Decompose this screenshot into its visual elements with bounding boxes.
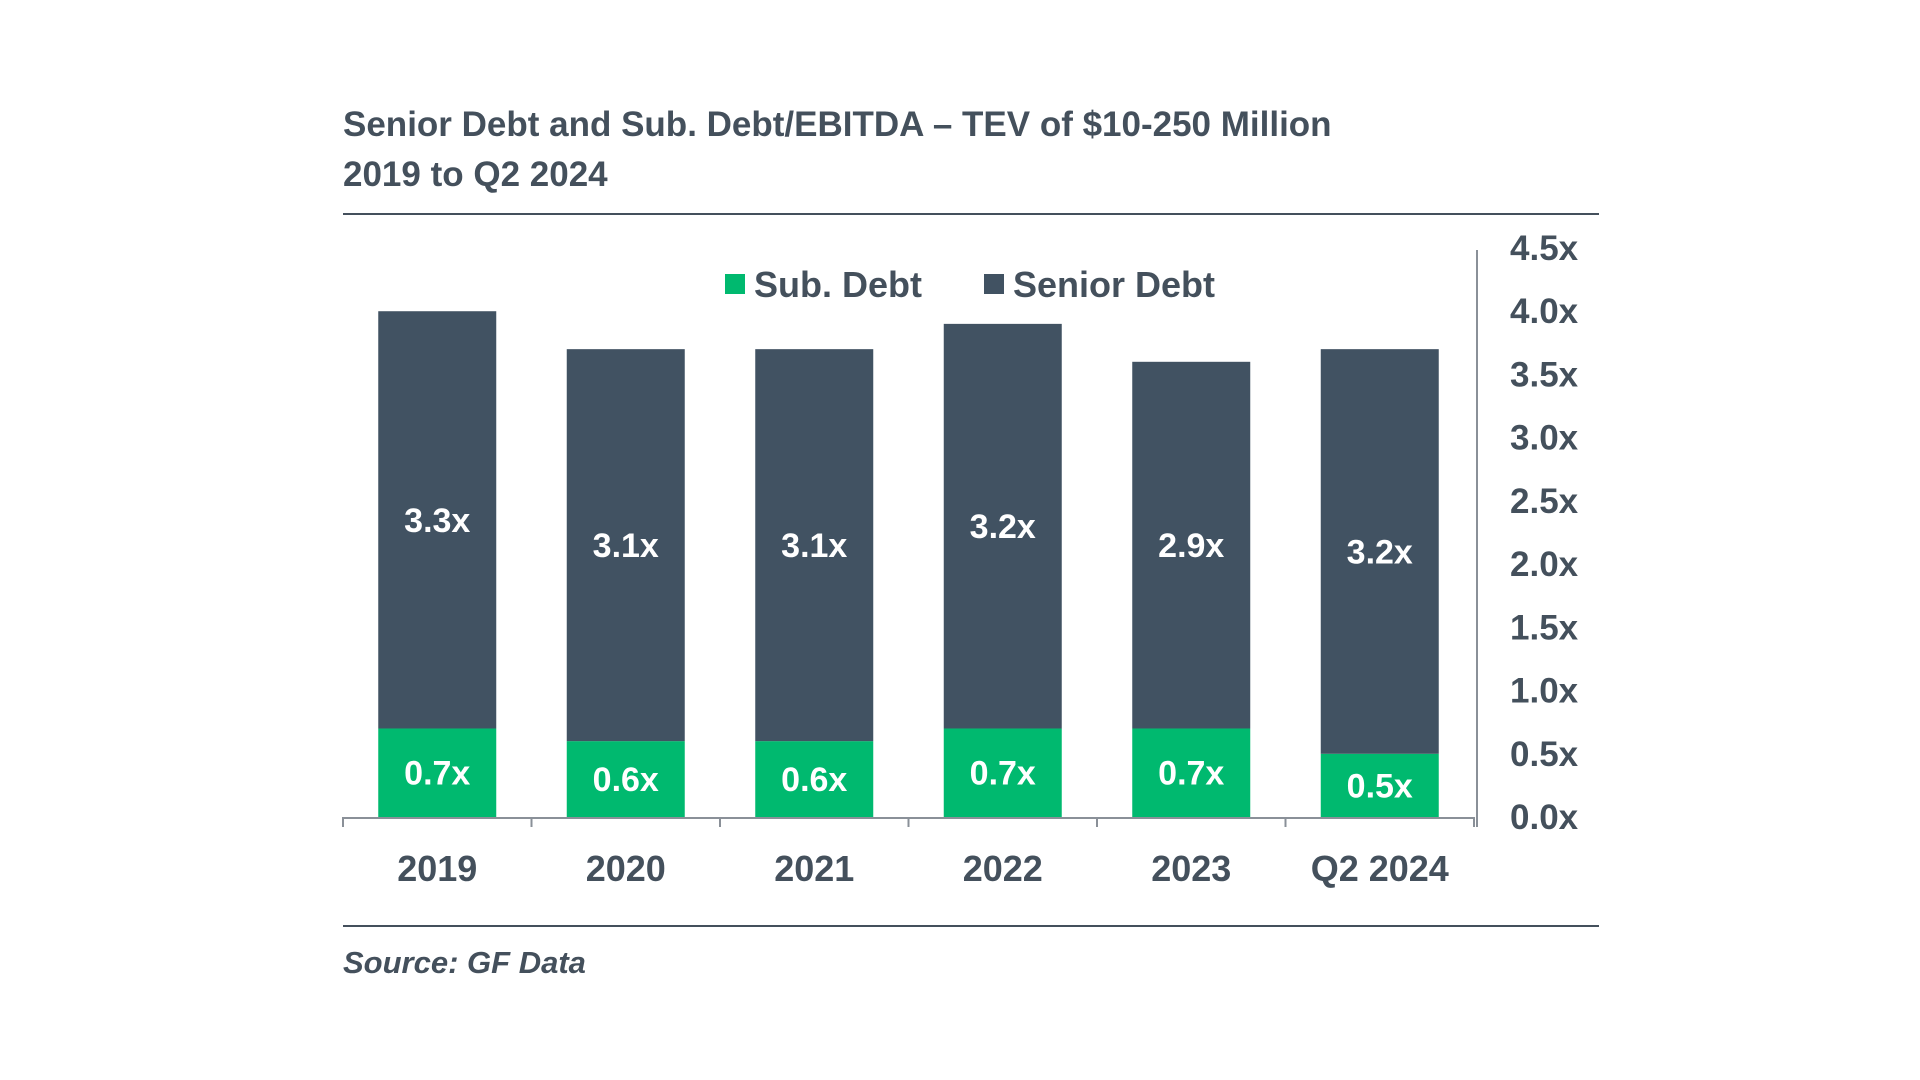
- bar-senior-debt: [1320, 349, 1439, 754]
- data-label-senior-debt: 2.9x: [1158, 527, 1224, 565]
- x-tick-label: 2022: [963, 848, 1043, 889]
- bar-sub-debt: [566, 741, 685, 817]
- bar-sub-debt: [755, 741, 874, 817]
- chart-title: Senior Debt and Sub. Debt/EBITDA – TEV o…: [343, 100, 1603, 200]
- y-tick-label: 1.0x: [1510, 672, 1579, 711]
- bar-senior-debt: [378, 311, 497, 729]
- legend-swatch-senior-debt: [984, 274, 1004, 294]
- legend-label-sub-debt: Sub. Debt: [754, 264, 922, 305]
- data-label-senior-debt: 3.1x: [593, 527, 659, 565]
- data-label-sub-debt: 0.6x: [781, 761, 847, 799]
- bar-sub-debt: [1132, 728, 1251, 817]
- top-divider: [343, 213, 1599, 215]
- data-label-senior-debt: 3.3x: [404, 502, 470, 540]
- x-tick-label: 2021: [774, 848, 854, 889]
- y-tick-label: 1.5x: [1510, 608, 1579, 647]
- y-tick-label: 3.0x: [1510, 419, 1579, 458]
- chart-title-line2: 2019 to Q2 2024: [343, 155, 608, 194]
- bar-sub-debt: [1320, 753, 1439, 817]
- x-tick-label: 2019: [397, 848, 477, 889]
- data-label-senior-debt: 3.2x: [1347, 533, 1413, 571]
- data-label-sub-debt: 0.5x: [1347, 767, 1413, 805]
- bar-sub-debt: [943, 728, 1062, 817]
- chart-title-line1: Senior Debt and Sub. Debt/EBITDA – TEV o…: [343, 105, 1332, 144]
- data-label-senior-debt: 3.1x: [781, 527, 847, 565]
- legend-label-senior-debt: Senior Debt: [1013, 264, 1215, 305]
- bar-sub-debt: [378, 728, 497, 817]
- source-note: Source: GF Data: [343, 945, 586, 980]
- legend-swatch-sub-debt: [725, 274, 745, 294]
- x-tick-label: Q2 2024: [1311, 848, 1449, 889]
- y-tick-label: 0.0x: [1510, 798, 1579, 837]
- data-label-sub-debt: 0.6x: [593, 761, 659, 799]
- data-label-senior-debt: 3.2x: [970, 508, 1036, 546]
- bottom-divider: [343, 925, 1599, 927]
- y-tick-label: 2.5x: [1510, 482, 1579, 521]
- y-tick-label: 3.5x: [1510, 355, 1579, 394]
- y-tick-label: 4.0x: [1510, 292, 1579, 331]
- y-tick-label: 4.5x: [1510, 229, 1579, 268]
- x-tick-label: 2023: [1151, 848, 1231, 889]
- data-label-sub-debt: 0.7x: [970, 755, 1036, 793]
- bar-senior-debt: [566, 349, 685, 742]
- data-label-sub-debt: 0.7x: [404, 755, 470, 793]
- bar-senior-debt: [943, 323, 1062, 729]
- x-tick-label: 2020: [586, 848, 666, 889]
- y-tick-label: 0.5x: [1510, 735, 1579, 774]
- bar-senior-debt: [755, 349, 874, 742]
- data-label-sub-debt: 0.7x: [1158, 755, 1224, 793]
- y-tick-label: 2.0x: [1510, 545, 1579, 584]
- bar-senior-debt: [1132, 361, 1251, 729]
